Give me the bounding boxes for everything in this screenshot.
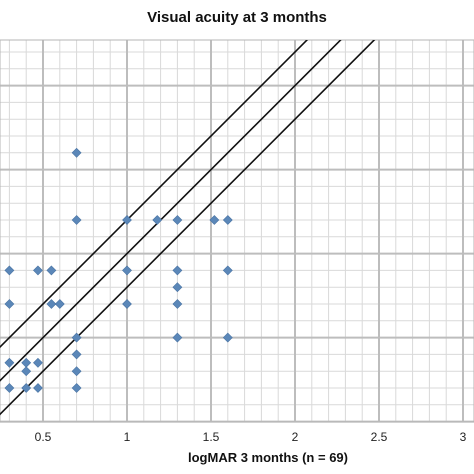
x-tick-labels: 0.5 1 1.5 2 2.5 3 [35,430,467,444]
data-point [222,215,233,225]
data-point [33,357,43,368]
data-point [122,299,132,309]
data-point [4,383,15,393]
grid-minor [0,40,474,423]
data-point [172,215,183,225]
data-point [4,299,15,309]
x-axis-label: logMAR 3 months (n = 69) [188,450,348,465]
data-point [71,332,82,343]
plot-frame [0,39,474,423]
chart-title: Visual acuity at 3 months [147,9,327,26]
data-point [21,366,32,377]
data-point [172,282,183,293]
data-point [46,265,57,276]
data-point [71,366,82,377]
data-point [54,299,65,309]
x-tick-label: 0.5 [35,430,52,444]
reference-lines [0,40,376,416]
data-point [172,299,183,309]
x-tick-label: 3 [460,430,467,444]
reference-line-2 [0,40,342,382]
data-point [222,332,233,343]
data-point [152,215,163,225]
grid-major [0,40,474,423]
x-tick-label: 2 [292,430,299,444]
data-point [209,215,220,225]
data-point [71,349,82,360]
data-point [172,265,183,276]
data-point [222,265,233,276]
data-point [46,299,57,309]
x-tick-label: 1.5 [203,430,220,444]
data-point [71,383,82,393]
data-point [33,383,43,393]
x-tick-label: 1 [124,430,131,444]
data-point [122,265,132,276]
data-point [21,357,32,368]
data-point [21,383,32,393]
reference-line-3 [0,40,376,416]
data-point [122,215,132,225]
data-point [71,215,82,225]
data-point [71,147,82,158]
data-points [4,147,233,393]
data-point [4,265,15,276]
data-point [172,332,183,343]
data-point [4,357,15,368]
data-point [33,265,43,276]
reference-line-1 [0,40,309,349]
x-tick-label: 2.5 [371,430,388,444]
